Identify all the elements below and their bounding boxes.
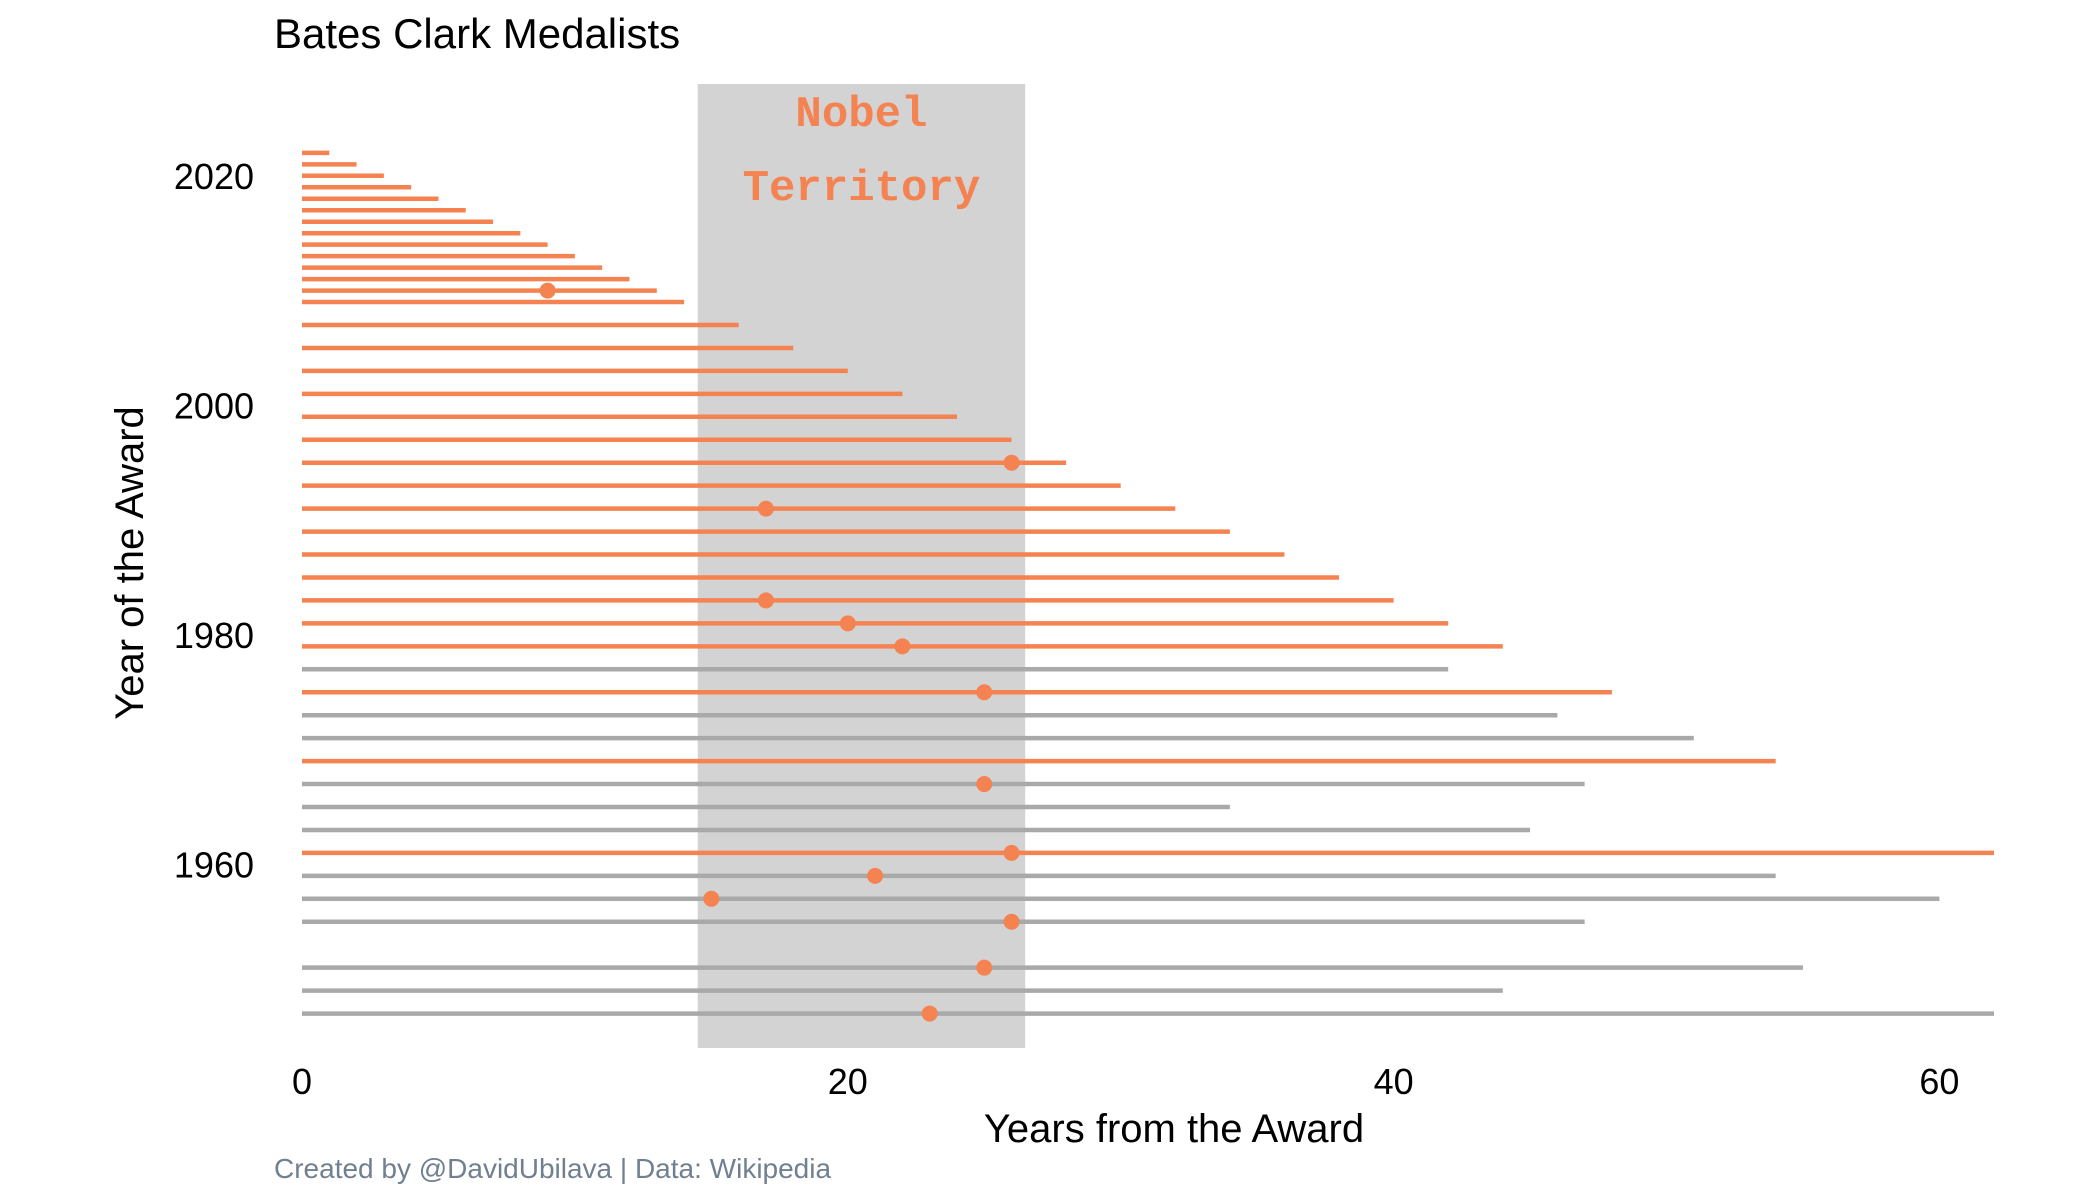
nobel-point [894, 638, 911, 655]
nobel-point [1003, 844, 1020, 861]
x-axis-ticks: 0 20 40 60 [292, 1061, 1959, 1102]
nobel-point [757, 592, 774, 609]
nobel-point [539, 282, 556, 299]
annotation-line: Nobel [795, 90, 927, 140]
nobel-point [1003, 454, 1020, 471]
x-tick-label: 40 [1374, 1061, 1414, 1102]
nobel-points [539, 282, 1020, 1022]
x-tick-label: 0 [292, 1061, 312, 1102]
annotation-line: Territory [743, 164, 981, 214]
y-tick-label: 1980 [174, 615, 254, 656]
y-axis-label: Year of the Award [108, 406, 152, 720]
x-axis-label: Years from the Award [984, 1107, 1364, 1151]
nobel-territory-annotation: Nobel Territory [743, 90, 981, 214]
nobel-point [867, 867, 884, 884]
nobel-point [976, 684, 993, 701]
nobel-territory-band-layer [697, 84, 1026, 1048]
chart-caption: Created by @DavidUbilava | Data: Wikiped… [274, 1153, 831, 1184]
y-tick-label: 2020 [174, 156, 254, 197]
nobel-point [976, 959, 993, 976]
nobel-point [1003, 913, 1020, 930]
y-tick-label: 1960 [174, 844, 254, 885]
chart-title: Bates Clark Medalists [274, 10, 680, 57]
x-tick-label: 60 [1919, 1061, 1959, 1102]
nobel-territory-band [697, 84, 1026, 1048]
nobel-point [921, 1005, 938, 1022]
y-axis-ticks: 1960 1980 2000 2020 [174, 156, 254, 886]
x-tick-label: 20 [828, 1061, 868, 1102]
y-tick-label: 2000 [174, 385, 254, 426]
nobel-point [757, 500, 774, 517]
award-lines [302, 150, 1994, 1016]
nobel-point [839, 615, 856, 632]
nobel-point [703, 890, 720, 907]
nobel-point [976, 776, 993, 793]
